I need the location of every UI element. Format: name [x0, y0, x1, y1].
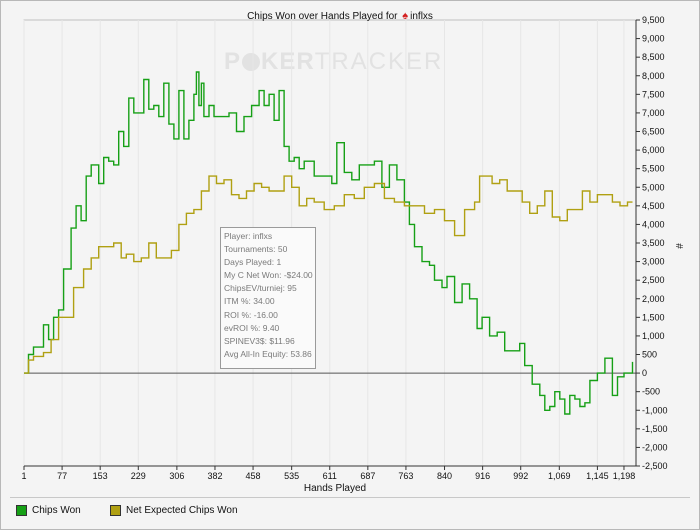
y-tick-label: 3,500 [642, 238, 665, 248]
y-tick-label: 5,000 [642, 182, 665, 192]
legend-swatch-chips-won [16, 505, 27, 516]
y-tick-label: 2,000 [642, 294, 665, 304]
y-tick-label: 6,000 [642, 145, 665, 155]
tooltip-line: ROI %: -16.00 [224, 309, 278, 320]
legend-label-net-expected: Net Expected Chips Won [126, 505, 238, 516]
watermark-text-2: KER [261, 48, 315, 75]
x-tick-label: 77 [57, 471, 67, 481]
tooltip-line: SPINEV3$: $11.96 [224, 335, 295, 346]
tooltip-line: Avg All-In Equity: 53.86 [224, 348, 312, 359]
y-tick-label: 4,000 [642, 219, 665, 229]
x-tick-label: 229 [131, 471, 146, 481]
poker-chip-icon [242, 53, 261, 71]
y-tick-label: 1,000 [642, 331, 665, 341]
y-tick-label: 7,000 [642, 108, 665, 118]
y-tick-label: -2,000 [642, 442, 668, 452]
x-axis-label: Hands Played [304, 483, 366, 494]
x-tick-label: 611 [323, 471, 337, 481]
player-stats-tooltip: Player: inflxs Tournaments: 50 Days Played… [220, 227, 316, 369]
y-tick-label: 500 [642, 350, 657, 360]
y-tick-label: 5,500 [642, 164, 665, 174]
x-tick-label: 1 [21, 471, 26, 481]
x-tick-label: 153 [93, 471, 108, 481]
tooltip-line: Player: inflxs [224, 231, 273, 241]
y-tick-label: 9,000 [642, 34, 665, 44]
watermark-text-3: TRACKER [314, 48, 444, 75]
chart-title-player: inflxs [410, 11, 433, 22]
spade-icon: ♠ [402, 10, 409, 22]
x-tick-label: 992 [513, 471, 528, 481]
chart-title-prefix: Chips Won over Hands Played for [247, 11, 398, 22]
x-tick-label: 1,198 [613, 471, 636, 481]
y-tick-label: -500 [642, 387, 660, 397]
x-tick-label: 458 [246, 471, 261, 481]
chart-legend: Chips Won Net Expected Chips Won [10, 497, 690, 522]
x-tick-label: 916 [475, 471, 490, 481]
y-axis-label: # [673, 243, 684, 249]
y-tick-label: -1,000 [642, 405, 668, 415]
y-tick-label: 9,500 [642, 15, 665, 25]
x-tick-label: 382 [207, 471, 222, 481]
tooltip-line: evROI %: 9.40 [224, 322, 280, 333]
legend-label-chips-won: Chips Won [32, 505, 81, 516]
y-tick-label: 4,500 [642, 201, 665, 211]
y-tick-label: -1,500 [642, 424, 668, 434]
x-tick-label: 687 [360, 471, 375, 481]
y-tick-label: 8,000 [642, 71, 665, 81]
x-tick-label: 535 [284, 471, 299, 481]
watermark-text-1: P [224, 48, 242, 75]
tooltip-line: ITM %: 34.00 [224, 296, 275, 307]
legend-item-net-expected[interactable]: Net Expected Chips Won [110, 505, 238, 516]
y-tick-label: 2,500 [642, 275, 665, 285]
tooltip-line: My C Net Won: -$24.00 [224, 270, 313, 281]
y-tick-label: 7,500 [642, 89, 665, 99]
legend-item-chips-won[interactable]: Chips Won [16, 505, 81, 516]
legend-swatch-net-expected [110, 505, 121, 516]
series-line-chips-won [24, 71, 634, 415]
y-tick-label: 1,500 [642, 312, 665, 322]
y-tick-label: 6,500 [642, 127, 665, 137]
chart-title: Chips Won over Hands Played for ♠ inflxs [0, 10, 680, 22]
series-line-net-expected [24, 175, 633, 374]
tooltip-line: Tournaments: 50 [224, 244, 288, 255]
y-tick-label: 3,000 [642, 257, 665, 267]
y-tick-label: 8,500 [642, 52, 665, 62]
x-tick-label: 1,069 [548, 471, 571, 481]
x-tick-label: 840 [437, 471, 452, 481]
x-tick-label: 1,145 [586, 471, 609, 481]
x-tick-label: 763 [398, 471, 413, 481]
y-tick-label: 0 [642, 368, 647, 378]
pokertracker-watermark-logo: P KERTRACKER [224, 48, 443, 76]
tooltip-line: ChipsEV/turniej: 95 [224, 283, 297, 294]
x-tick-label: 306 [169, 471, 184, 481]
y-tick-label: -2,500 [642, 461, 668, 471]
tooltip-line: Days Played: 1 [224, 257, 282, 268]
